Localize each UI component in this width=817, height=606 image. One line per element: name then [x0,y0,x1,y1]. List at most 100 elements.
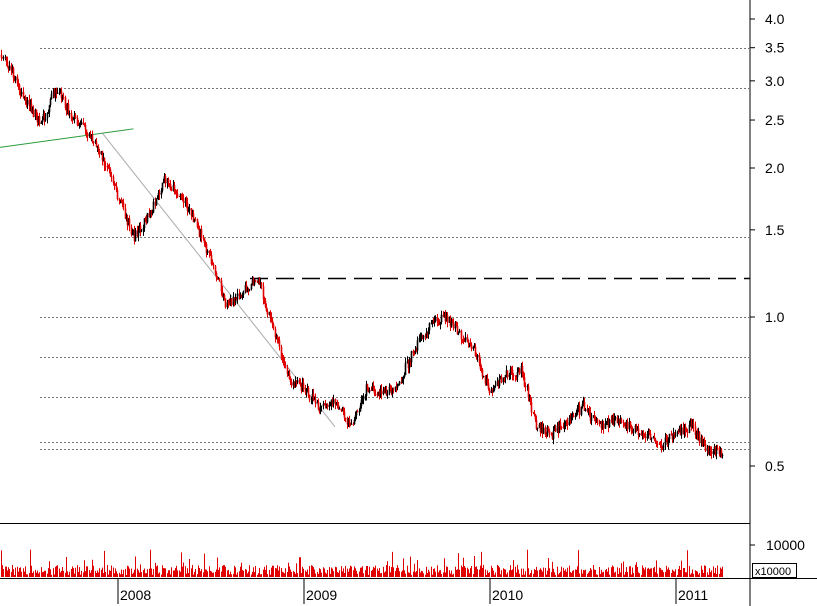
candle-body [437,322,440,324]
candle-body [340,408,343,411]
candle-body [316,401,319,404]
candle-body [319,406,322,412]
candle-body [514,375,517,377]
candle-body [268,312,271,315]
candle-body [138,225,141,231]
candle-body [641,432,644,436]
candle-body [488,389,491,393]
candle-body [636,428,639,430]
candle-body [649,433,652,440]
candle-body [354,415,357,420]
candle-body [73,115,76,119]
candle-body [596,419,599,424]
price-axis-label: 1.0 [765,309,785,325]
candle-body [440,314,443,322]
candle-body [541,424,544,434]
candle-body [629,422,632,427]
candle-body [498,378,501,386]
candle-body [546,426,549,436]
candle-body [475,356,478,358]
candle-body [10,65,13,72]
candle-body [121,201,124,203]
candle-body [66,103,69,111]
candle-body [425,332,428,337]
candle-body [427,330,430,335]
candle-body [484,376,487,384]
candle-body [408,359,411,369]
candle-body [124,208,127,219]
candle-body [504,375,507,379]
candle-body [445,315,448,322]
candle-body [274,328,277,338]
candle-body [325,403,328,406]
candle-body [84,124,87,130]
candle-body [100,151,103,155]
candle-body [332,399,335,404]
candle-body [370,390,373,392]
candle-body [533,412,536,415]
candle-body [72,118,75,119]
candle-body [426,332,429,335]
candle-body [172,185,175,191]
candle-body [530,402,533,413]
candle-body [11,67,14,72]
candle-body [667,438,670,445]
volume-tick-label: 10000 [766,537,805,553]
candle-body [12,67,15,78]
candle-body [344,417,347,419]
candle-body [696,432,699,436]
candle-body [329,404,332,406]
candle-body [77,125,80,126]
candle-body [214,266,217,274]
candle-body [167,178,170,184]
trendline [0,128,134,148]
candle-body [600,421,603,429]
candle-body [49,99,52,106]
candle-body [389,386,392,389]
candle-body [88,135,91,137]
candle-body [364,395,367,399]
candle-body [614,417,617,419]
candle-body [143,218,146,228]
candle-body [528,397,531,398]
candle-body [116,189,119,200]
candle-body [360,399,363,406]
candle-body [547,426,550,431]
candle-body [401,379,404,384]
candle-body [538,424,541,428]
candle-body [602,424,605,429]
candle-body [136,230,139,237]
candle-body [655,442,658,444]
candle-body [665,437,668,439]
candle-body [56,92,59,94]
candle-body [264,300,267,307]
candle-body [47,112,50,114]
candle-body [640,433,643,436]
candle-body [148,213,151,218]
candle-body [392,389,395,391]
candle-body [90,135,93,138]
candle-body [164,175,167,184]
candle-body [492,389,495,393]
candle-body [619,419,622,423]
candle-body [108,168,111,170]
candle-body [61,96,64,99]
candle-body [581,404,584,408]
candle-body [674,434,677,437]
time-axis: 2008 2009 2010 2011 [117,579,708,604]
candle-body [679,428,682,436]
candle-body [452,322,455,329]
candle-body [412,351,415,354]
candle-body [139,225,142,232]
candle-body [595,419,598,422]
candle-body [565,420,568,422]
candle-body [677,431,680,433]
candle-body [554,428,557,432]
candle-body [409,359,412,363]
candle-body [494,385,497,387]
volume-axis: 10000 x10000 [750,537,805,578]
candle-body [542,427,545,434]
candle-body [460,330,463,340]
candle-body [324,404,327,406]
candle-body [695,432,698,436]
